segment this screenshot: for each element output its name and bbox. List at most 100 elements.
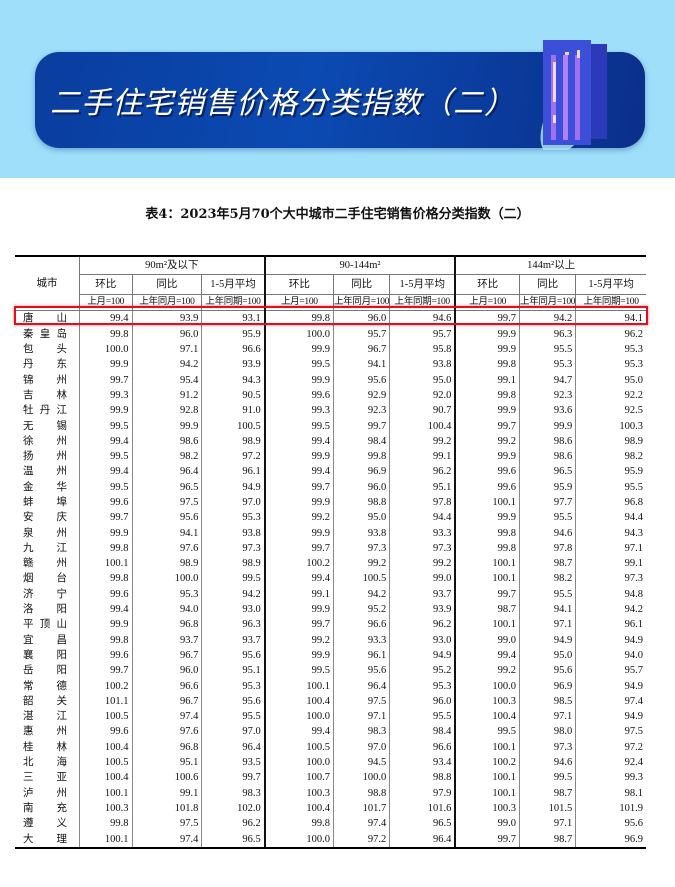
value-cell: 99.8	[78, 816, 133, 832]
value-cell: 100.1	[454, 494, 520, 511]
value-cell: 94.8	[575, 586, 646, 602]
value-cell: 99.9	[454, 403, 520, 419]
city-cell: 济宁	[15, 587, 79, 602]
city-cell: 岳阳	[15, 663, 79, 678]
value-cell: 95.5	[519, 586, 576, 602]
value-cell: 96.4	[389, 831, 456, 849]
city-cell: 北海	[15, 755, 79, 770]
value-cell: 96.1	[575, 617, 646, 633]
value-cell: 102.0	[201, 800, 265, 817]
value-cell: 100.4	[78, 770, 133, 786]
value-cell: 99.9	[454, 448, 520, 465]
value-cell: 101.6	[389, 800, 456, 817]
table-row: 惠州 99.6 97.6 97.0 99.4 98.3 98.4 99.5 98.0 97.5	[15, 724, 646, 740]
value-cell: 100.4	[389, 418, 456, 434]
value-cell: 96.7	[332, 341, 390, 358]
table-row: 泉州 99.9 94.1 93.8 99.9 93.8 93.3 99.8 94.6 94.3	[15, 525, 646, 541]
value-cell: 93.9	[389, 601, 456, 618]
value-cell: 99.9	[263, 341, 334, 358]
city-cell: 遵义	[15, 816, 79, 831]
value-cell: 100.6	[131, 770, 202, 786]
value-cell: 95.3	[201, 510, 265, 526]
city-name: 湛江	[23, 711, 67, 723]
city-name: 南充	[23, 802, 67, 814]
city-name: 无锡	[23, 420, 67, 432]
value-cell: 99.7	[263, 479, 334, 495]
city-name: 桂林	[23, 741, 67, 753]
value-cell: 97.0	[201, 724, 265, 740]
value-cell: 94.6	[519, 525, 576, 541]
header-group-large: 144m²以上	[454, 256, 646, 275]
table-row: 九江 99.8 97.6 97.3 99.7 97.3 97.3 99.8 97.8 97.1	[15, 540, 646, 557]
value-cell: 95.9	[519, 479, 576, 495]
city-cell: 吉林	[15, 388, 79, 403]
value-cell: 99.5	[263, 663, 334, 679]
table-row: 泸州 100.1 99.1 98.3 100.3 98.8 97.9 100.1 98.7 98.…	[15, 785, 646, 801]
value-cell: 99.1	[131, 785, 202, 801]
table-row: 金华 99.5 96.5 94.9 99.7 96.0 95.1 99.6 95.9 95.5	[15, 479, 646, 495]
value-cell: 97.6	[131, 540, 202, 557]
value-cell: 97.2	[575, 739, 646, 755]
value-cell: 100.2	[263, 556, 334, 572]
value-cell: 95.9	[575, 464, 646, 480]
value-cell: 99.5	[78, 418, 133, 434]
city-cell: 湛江	[15, 709, 79, 724]
city-name: 韶关	[23, 695, 67, 707]
value-cell: 96.5	[131, 479, 202, 495]
value-cell: 92.3	[519, 387, 576, 404]
value-cell: 95.6	[332, 663, 390, 679]
header-base-mom: 上月=100	[263, 294, 334, 312]
value-cell: 95.3	[389, 678, 456, 694]
header-group-small: 90m²及以下	[78, 256, 265, 275]
city-name: 扬州	[23, 451, 67, 463]
table-row: 牡丹江 99.9 92.8 91.0 99.3 92.3 90.7 99.9 93.6 92.5	[15, 403, 646, 419]
value-cell: 99.1	[263, 586, 334, 602]
value-cell: 99.6	[263, 387, 334, 404]
value-cell: 100.2	[78, 678, 133, 694]
value-cell: 93.0	[389, 632, 456, 648]
value-cell: 94.1	[332, 357, 390, 373]
table-row: 常德 100.2 96.6 95.3 100.1 96.4 95.3 100.0 96.9 94.…	[15, 678, 646, 694]
value-cell: 99.7	[263, 540, 334, 557]
value-cell: 100.0	[78, 341, 133, 358]
header-avg: 1-5月平均	[389, 274, 456, 295]
city-cell: 扬州	[15, 449, 79, 464]
value-cell: 98.9	[201, 556, 265, 572]
table-row: 济宁 99.6 95.3 94.2 99.1 94.2 93.7 99.7 95.5 94.8	[15, 586, 646, 602]
value-cell: 96.0	[389, 693, 456, 710]
city-name: 秦皇岛	[23, 328, 67, 340]
value-cell: 100.3	[263, 785, 334, 801]
value-cell: 95.1	[201, 663, 265, 679]
value-cell: 101.7	[332, 800, 390, 817]
value-cell: 95.5	[519, 510, 576, 526]
value-cell: 96.5	[389, 816, 456, 832]
value-cell: 94.0	[575, 647, 646, 664]
value-cell: 100.3	[454, 800, 520, 817]
value-cell: 100.1	[454, 617, 520, 633]
city-name: 丹东	[23, 359, 67, 371]
value-cell: 97.5	[131, 816, 202, 832]
value-cell: 92.8	[131, 403, 202, 419]
value-cell: 97.7	[519, 494, 576, 511]
header-yoy: 同比	[131, 274, 202, 295]
value-cell: 96.0	[332, 310, 390, 327]
value-cell: 98.7	[454, 601, 520, 618]
value-cell: 98.0	[519, 724, 576, 740]
value-cell: 99.9	[519, 418, 576, 434]
city-cell: 唐山	[15, 311, 79, 327]
header-avg: 1-5月平均	[575, 274, 646, 295]
city-cell: 桂林	[15, 740, 79, 755]
value-cell: 98.7	[519, 831, 576, 849]
value-cell: 99.5	[454, 724, 520, 740]
value-cell: 99.9	[263, 647, 334, 664]
city-name: 平顶山	[23, 619, 67, 631]
value-cell: 97.2	[201, 448, 265, 465]
value-cell: 94.9	[575, 678, 646, 694]
value-cell: 99.0	[454, 632, 520, 648]
table-row: 大理 100.1 97.4 96.5 100.0 97.2 96.4 99.7 98.7 96.9	[15, 831, 646, 849]
value-cell: 96.3	[201, 617, 265, 633]
value-cell: 95.9	[201, 326, 265, 342]
value-cell: 100.1	[78, 556, 133, 572]
value-cell: 97.9	[389, 785, 456, 801]
value-cell: 95.8	[389, 341, 456, 358]
